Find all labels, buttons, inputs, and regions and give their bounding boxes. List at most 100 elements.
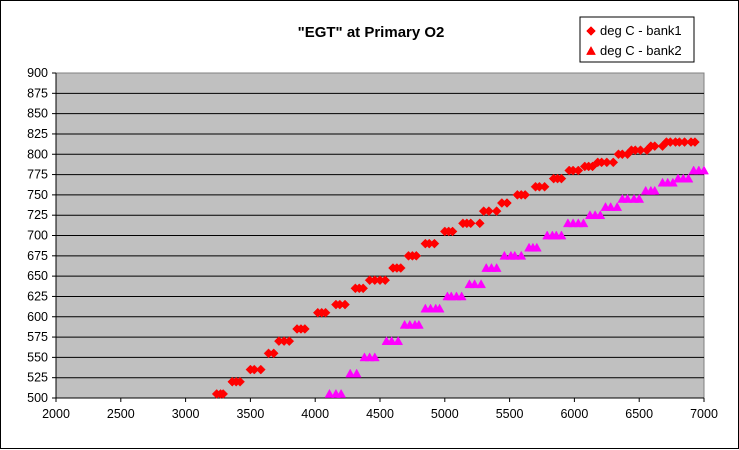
x-tick-labels: 2000 2500 3000 3500 4000 4500 5000 5500 6000 6500…	[42, 407, 718, 421]
legend-diamond-icon	[586, 26, 596, 36]
x-tick-label: 3000	[172, 407, 200, 421]
y-tick-label: 875	[27, 86, 48, 100]
data-point-bank1	[520, 190, 531, 200]
series-bank1	[211, 137, 700, 399]
data-point-bank2	[393, 336, 404, 345]
y-tick-label: 500	[27, 391, 48, 405]
y-tick-label: 550	[27, 350, 48, 364]
x-tick-label: 2000	[42, 407, 70, 421]
x-tick-label: 7000	[690, 407, 718, 421]
data-point-bank1	[299, 324, 310, 334]
data-point-bank2	[469, 279, 480, 289]
data-point-bank1	[268, 348, 279, 359]
data-point-bank2	[369, 352, 380, 362]
data-point-bank1	[484, 206, 494, 216]
data-point-bank2	[683, 173, 694, 183]
x-tick-label: 6500	[625, 407, 653, 421]
data-point-bank2	[649, 185, 660, 195]
data-point-bank1	[679, 137, 690, 147]
data-point-bank1	[255, 364, 266, 375]
legend-triangle-icon	[586, 45, 596, 55]
y-tick-label: 725	[27, 208, 48, 222]
grid-lines	[56, 92, 704, 379]
data-point-bank1	[465, 218, 476, 229]
x-tick-label: 5000	[431, 407, 459, 421]
data-point-bank1	[474, 218, 485, 229]
y-tick-label: 625	[27, 289, 48, 303]
data-point-bank2	[578, 218, 589, 228]
chart-title: "EGT" at Primary O2	[298, 24, 445, 41]
data-point-bank2	[345, 368, 356, 378]
data-point-bank2	[476, 279, 487, 289]
data-point-bank1	[447, 226, 458, 237]
legend-label-bank2: deg C - bank2	[600, 43, 682, 58]
data-point-bank2	[386, 336, 397, 345]
data-point-bank2	[622, 193, 633, 203]
data-point-bank1	[556, 173, 567, 184]
data-point-bank1	[380, 275, 391, 286]
legend-box	[579, 16, 695, 63]
y-tick-label: 600	[27, 310, 48, 324]
y-tick-label: 575	[27, 330, 48, 344]
data-point-bank2	[531, 242, 542, 252]
y-tick-label: 675	[27, 249, 48, 263]
data-point-bank1	[601, 157, 612, 168]
data-point-bank2	[491, 262, 502, 272]
data-point-bank2	[595, 210, 606, 220]
y-tick-label: 750	[27, 188, 48, 202]
data-point-bank1	[358, 283, 369, 294]
data-point-bank2	[434, 303, 445, 313]
data-point-bank1	[502, 198, 512, 208]
x-tick-label: 4500	[366, 407, 394, 421]
data-point-bank1	[411, 250, 422, 261]
data-point-bank2	[413, 319, 424, 329]
series-bank2	[324, 165, 709, 398]
x-tick-label: 3500	[236, 407, 264, 421]
data-point-bank1	[429, 238, 440, 249]
data-point-bank2	[509, 250, 520, 260]
data-point-bank2	[351, 368, 362, 378]
y-tick-labels: 500 525 550 575 600 625 650 675 700 725 750 775 800 8…	[27, 66, 48, 405]
x-tick-label: 6000	[560, 407, 588, 421]
data-point-bank1	[491, 206, 502, 216]
x-tick-label: 2500	[107, 407, 135, 421]
data-point-bank2	[634, 193, 645, 203]
y-tick-label: 850	[27, 107, 48, 121]
data-point-bank2	[612, 202, 623, 211]
data-point-bank2	[699, 165, 709, 175]
data-point-bank2	[499, 250, 510, 260]
data-point-bank1	[573, 165, 584, 176]
data-point-bank1	[649, 141, 660, 151]
y-tick-label: 525	[27, 371, 48, 385]
data-point-bank1	[320, 307, 331, 318]
data-point-bank1	[218, 389, 229, 399]
x-tick-label: 5500	[496, 407, 524, 421]
data-point-bank1	[284, 336, 295, 346]
y-tick-label: 800	[27, 147, 48, 161]
data-point-bank2	[516, 250, 527, 260]
y-tick-label: 700	[27, 229, 48, 243]
axes	[52, 72, 705, 402]
data-point-bank1	[690, 137, 700, 147]
data-point-bank2	[605, 202, 616, 211]
legend: deg C - bank1 deg C - bank2	[579, 16, 695, 63]
legend-label-bank1: deg C - bank1	[600, 23, 682, 38]
y-tick-label: 775	[27, 168, 48, 182]
data-point-bank1	[608, 157, 619, 168]
y-tick-label: 900	[27, 66, 48, 80]
y-tick-label: 650	[27, 269, 48, 283]
data-point-bank1	[395, 263, 406, 273]
data-point-bank2	[336, 388, 347, 398]
data-point-bank1	[249, 364, 260, 375]
x-tick-label: 4000	[301, 407, 329, 421]
legend-marker-bank1	[586, 26, 596, 36]
data-point-bank1	[340, 299, 350, 310]
legend-marker-bank2	[586, 45, 596, 55]
data-point-bank2	[324, 388, 335, 398]
data-point-bank1	[539, 181, 550, 192]
data-point-bank1	[635, 145, 646, 156]
data-point-bank2	[456, 291, 467, 301]
data-point-bank1	[235, 376, 245, 387]
